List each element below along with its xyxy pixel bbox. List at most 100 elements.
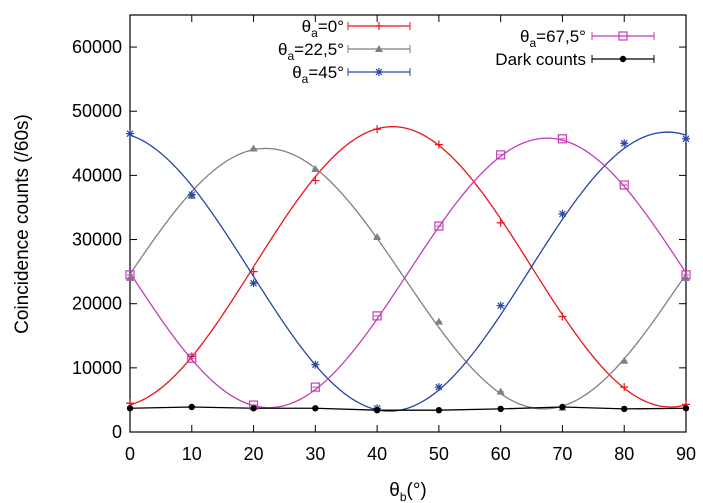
legend-label: θa=22,5° [278,40,344,63]
legend-sample-marker [375,45,383,52]
data-point [496,150,506,160]
legend-label: θa=0° [302,17,344,40]
dark-counts-line [129,406,687,411]
x-tick-label: 40 [367,444,387,464]
y-tick-label: 60000 [72,37,122,57]
x-axis-label-sub: b [400,490,407,503]
y-axis: 0 10000 20000 30000 40000 50000 60000 [72,37,686,442]
data-point [311,360,320,369]
data-point [682,405,690,412]
series-line [129,406,687,411]
data-point [620,383,629,392]
legend-sample-marker [618,31,628,41]
legend-label-sub: a [529,36,536,50]
legend-label-main: θ [520,27,529,46]
x-axis: 0 10 20 30 40 50 60 70 80 90 [125,15,696,464]
data-point [434,140,443,149]
data-point [373,406,381,414]
data-point [558,312,567,321]
legend-sample-marker [375,68,383,76]
x-tick-label: 90 [676,444,696,464]
data-point [620,139,629,148]
legend-label-sub: a [311,26,318,40]
data-point [434,317,443,325]
legend-label-main: θ [302,17,311,36]
legend-label-tail: =0° [318,17,344,36]
data-point [496,387,505,395]
data-point [311,176,320,185]
x-axis-label: θb(°) [389,480,427,503]
legend-item: θa=45° [292,63,411,86]
y-axis-label: Coincidence counts (/60s) [12,114,33,334]
fit-curve [129,137,687,409]
data-point [497,405,504,413]
data-point [435,406,443,414]
x-axis-label-main: θ [389,480,400,501]
y-tick-label: 40000 [72,165,122,185]
data-point [373,125,382,134]
svg-text:θb(°): θb(°) [389,480,427,503]
data-point [125,270,135,280]
data-point [559,403,566,411]
y-tick-label: 0 [112,422,122,442]
data-point [312,405,319,412]
legend-label-tail: =45° [308,63,344,82]
x-tick-label: 60 [491,444,511,464]
data-point [682,134,690,143]
y-tick-label: 10000 [72,358,122,378]
legend: θa=0°θa=22,5°θa=45°θa=67,5°Dark counts [278,17,655,86]
x-tick-label: 30 [305,444,325,464]
data-point [310,382,320,392]
legend-label-main: θ [292,63,301,82]
data-point [126,129,134,138]
data-point [126,405,134,412]
data-point [187,353,197,363]
legend-label-sub: a [287,49,294,63]
data-point [188,403,195,411]
data-point [621,405,628,413]
data-point [249,144,258,152]
data-point [372,311,382,321]
plot-area [125,14,691,433]
legend-item: Dark counts [495,50,655,69]
x-tick-label: 50 [429,444,449,464]
legend-label: θa=67,5° [520,27,586,50]
data-point [496,218,505,227]
data-point [434,221,444,231]
data-point [187,190,196,199]
legend-sample-marker [375,22,383,30]
x-tick-label: 10 [182,444,202,464]
data-point [620,356,629,364]
x-tick-label: 20 [244,444,264,464]
data-point [373,232,382,240]
x-tick-label: 70 [552,444,572,464]
data-point [249,279,258,288]
data-point [434,383,443,392]
legend-item: θa=67,5° [520,27,655,50]
legend-item: θa=0° [302,17,411,40]
legend-label-tail: =22,5° [294,40,344,59]
x-tick-label: 80 [614,444,634,464]
y-tick-label: 50000 [72,101,122,121]
plot-frame [129,14,687,433]
data-point [249,267,258,276]
x-tick-label: 0 [125,444,135,464]
legend-item: θa=22,5° [278,40,411,63]
legend-sample-marker [619,55,627,63]
data-point [558,209,567,218]
data-point [557,134,568,144]
data-point [311,164,320,172]
data-point [681,270,691,280]
x-axis-label-tail: (°) [407,480,427,501]
y-tick-label: 20000 [72,294,122,314]
legend-label: θa=45° [292,63,344,86]
fit-curve [129,131,687,412]
legend-label: Dark counts [495,50,586,69]
data-markers [125,125,691,414]
legend-label-sub: a [302,72,309,86]
fit-curves [129,125,687,412]
y-tick-label: 30000 [72,230,122,250]
fit-curve [129,125,687,408]
legend-label-tail: =67,5° [536,27,586,46]
